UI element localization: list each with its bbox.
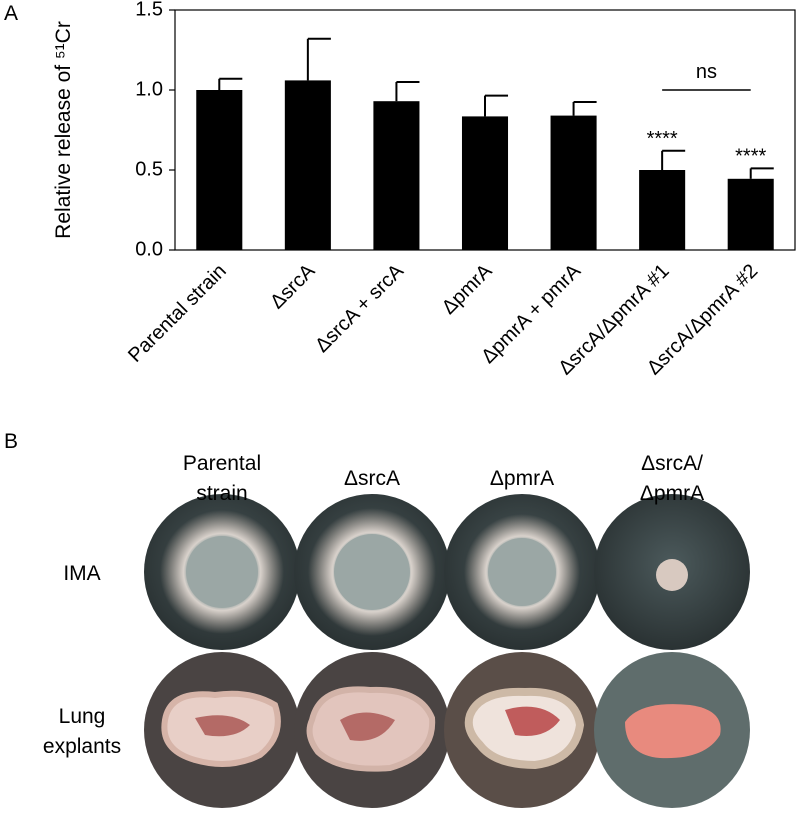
bar xyxy=(284,80,331,251)
bar xyxy=(639,170,686,250)
column-label: strain xyxy=(196,482,247,505)
bar xyxy=(727,178,774,250)
panel-label: B xyxy=(4,430,18,453)
y-tick-label: 0.0 xyxy=(135,238,163,260)
y-tick-label: 0.5 xyxy=(135,158,163,180)
photo-panel xyxy=(144,494,750,808)
x-tick-label: ΔsrcA + srcA xyxy=(311,260,408,357)
bar xyxy=(550,115,597,250)
x-tick-label: ΔsrcA xyxy=(266,260,320,314)
row-label: Lung xyxy=(59,705,106,728)
dish xyxy=(144,494,300,650)
bar xyxy=(373,101,420,250)
column-label: Parental xyxy=(183,452,261,475)
ns-label: ns xyxy=(696,61,717,83)
column-label: ΔpmrA xyxy=(490,467,554,490)
dish xyxy=(594,652,750,808)
significance-label: **** xyxy=(647,128,678,150)
dish xyxy=(444,494,600,650)
column-label: ΔpmrA xyxy=(640,482,704,505)
bar xyxy=(196,90,243,250)
significance-label: **** xyxy=(735,145,766,167)
panel-label: A xyxy=(4,2,18,25)
y-tick-label: 1.5 xyxy=(135,0,163,20)
column-label: ΔsrcA/ xyxy=(641,452,703,475)
dish xyxy=(444,652,600,808)
column-label: ΔsrcA xyxy=(344,467,400,490)
row-label: explants xyxy=(43,735,121,758)
bar xyxy=(461,116,509,251)
y-axis-label: Relative release of ⁵¹Cr xyxy=(52,21,75,239)
x-tick-label: Parental strain xyxy=(124,260,231,367)
dish xyxy=(594,494,750,650)
dish xyxy=(144,652,300,808)
row-label: IMA xyxy=(63,562,100,585)
x-tick-label: ΔpmrA xyxy=(438,260,497,319)
dish xyxy=(294,494,450,650)
dish xyxy=(294,652,450,808)
y-tick-label: 1.0 xyxy=(135,78,163,100)
